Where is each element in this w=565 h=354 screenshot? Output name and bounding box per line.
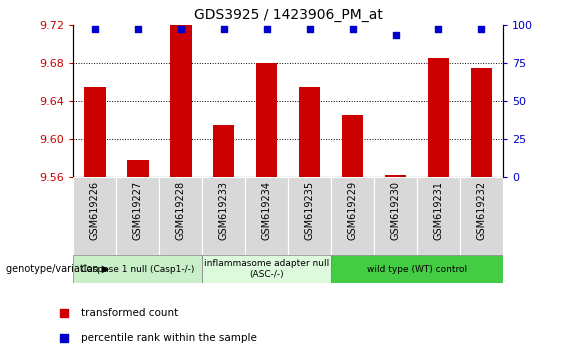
Point bbox=[391, 33, 400, 38]
Text: transformed count: transformed count bbox=[81, 308, 178, 318]
Point bbox=[60, 310, 69, 316]
Bar bbox=[159, 177, 202, 255]
Point bbox=[348, 27, 357, 32]
Bar bbox=[213, 125, 234, 177]
Point bbox=[434, 27, 443, 32]
Bar bbox=[245, 177, 288, 255]
Bar bbox=[170, 25, 192, 177]
Text: GSM619235: GSM619235 bbox=[305, 181, 315, 240]
Bar bbox=[428, 58, 449, 177]
Point bbox=[60, 335, 69, 341]
Bar bbox=[299, 87, 320, 177]
Point bbox=[477, 27, 486, 32]
Bar bbox=[331, 177, 374, 255]
Bar bbox=[202, 255, 331, 283]
Title: GDS3925 / 1423906_PM_at: GDS3925 / 1423906_PM_at bbox=[194, 8, 383, 22]
Point bbox=[133, 27, 142, 32]
Bar bbox=[288, 177, 331, 255]
Text: GSM619233: GSM619233 bbox=[219, 181, 229, 240]
Text: GSM619231: GSM619231 bbox=[433, 181, 444, 240]
Text: percentile rank within the sample: percentile rank within the sample bbox=[81, 333, 257, 343]
Bar bbox=[471, 68, 492, 177]
Text: GSM619228: GSM619228 bbox=[176, 181, 186, 240]
Text: GSM619226: GSM619226 bbox=[90, 181, 100, 240]
Text: genotype/variation ▶: genotype/variation ▶ bbox=[6, 264, 109, 274]
Text: GSM619234: GSM619234 bbox=[262, 181, 272, 240]
Bar bbox=[385, 175, 406, 177]
Bar bbox=[127, 160, 149, 177]
Bar bbox=[460, 177, 503, 255]
Bar bbox=[73, 177, 116, 255]
Bar bbox=[331, 255, 503, 283]
Bar bbox=[342, 115, 363, 177]
Text: inflammasome adapter null
(ASC-/-): inflammasome adapter null (ASC-/-) bbox=[204, 259, 329, 279]
Bar bbox=[256, 63, 277, 177]
Text: GSM619227: GSM619227 bbox=[133, 181, 143, 240]
Point bbox=[90, 27, 99, 32]
Bar bbox=[73, 255, 202, 283]
Bar bbox=[374, 177, 417, 255]
Text: Caspase 1 null (Casp1-/-): Caspase 1 null (Casp1-/-) bbox=[81, 264, 194, 274]
Bar bbox=[202, 177, 245, 255]
Point bbox=[176, 27, 185, 32]
Bar bbox=[84, 87, 106, 177]
Point bbox=[219, 27, 228, 32]
Text: GSM619229: GSM619229 bbox=[347, 181, 358, 240]
Point bbox=[305, 27, 314, 32]
Point bbox=[262, 27, 271, 32]
Text: wild type (WT) control: wild type (WT) control bbox=[367, 264, 467, 274]
Bar bbox=[116, 177, 159, 255]
Text: GSM619232: GSM619232 bbox=[476, 181, 486, 240]
Text: GSM619230: GSM619230 bbox=[390, 181, 401, 240]
Bar bbox=[417, 177, 460, 255]
